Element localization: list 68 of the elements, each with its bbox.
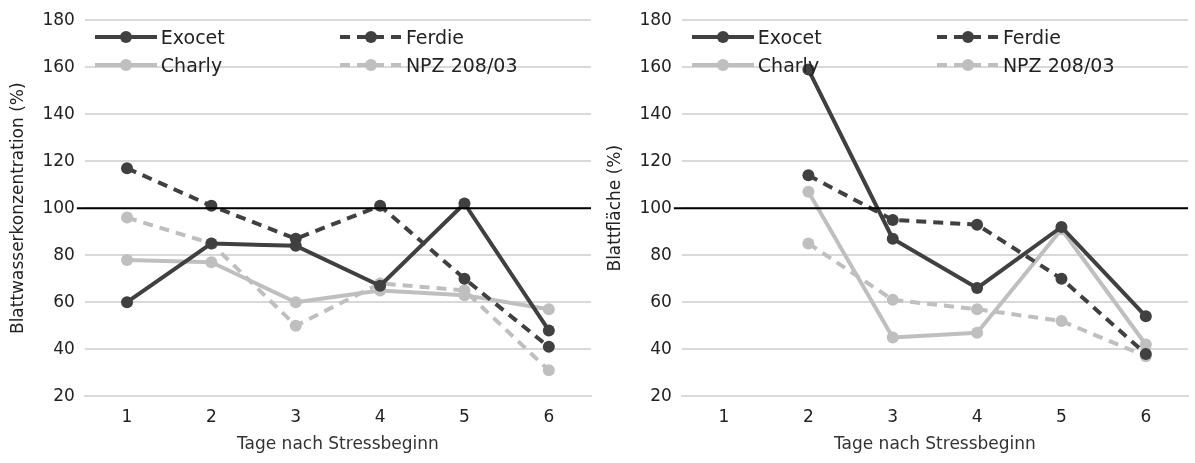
y-tick-label: 20 [650, 384, 672, 405]
legend-label: Exocet [757, 26, 822, 49]
legend-label: Charly [757, 54, 820, 77]
x-tick-label: 1 [121, 405, 133, 426]
legend-label: Ferdie [1002, 26, 1061, 49]
y-axis-title: Blattwasserkonzentration (%) [6, 82, 27, 335]
x-tick-label: 2 [802, 405, 814, 426]
x-tick-label: 3 [887, 405, 899, 426]
x-tick-label: 4 [374, 405, 386, 426]
y-tick-label: 160 [42, 55, 75, 76]
point [802, 169, 815, 182]
point [886, 232, 899, 245]
x-tick-label: 2 [205, 405, 217, 426]
x-tick-label: 3 [290, 405, 302, 426]
x-axis-title: Tage nach Stressbeginn [832, 433, 1036, 454]
y-tick-label: 120 [42, 149, 75, 170]
point [971, 218, 984, 231]
point [802, 237, 815, 250]
point [542, 340, 555, 353]
x-tick-label: 6 [1140, 405, 1152, 426]
y-tick-label: 160 [639, 55, 672, 76]
y-tick-label: 100 [639, 196, 672, 217]
x-tick-label: 1 [718, 405, 730, 426]
x-tick-label: 6 [543, 405, 555, 426]
point [886, 331, 899, 344]
x-axis-title: Tage nach Stressbeginn [235, 433, 439, 454]
legend-label: Exocet [160, 26, 225, 49]
point [542, 364, 555, 377]
point [971, 303, 984, 316]
point [542, 303, 555, 316]
point [971, 282, 984, 295]
point [886, 213, 899, 226]
point [458, 272, 471, 285]
point [1055, 272, 1068, 285]
point [1055, 315, 1068, 327]
y-tick-label: 20 [53, 384, 75, 405]
point [121, 296, 134, 309]
y-tick-label: 140 [639, 102, 672, 123]
y-tick-label: 180 [42, 8, 75, 29]
legend-label: Charly [160, 54, 223, 77]
x-tick-label: 5 [459, 405, 470, 426]
point [542, 324, 555, 337]
point [289, 296, 302, 309]
x-tick-label: 5 [1056, 405, 1067, 426]
legend-label: NPZ 208/03 [405, 54, 518, 77]
point [971, 326, 984, 339]
point [205, 256, 218, 269]
y-axis-title: Blattfläche (%) [603, 144, 624, 272]
y-tick-label: 180 [639, 8, 672, 29]
y-tick-label: 60 [53, 290, 75, 311]
y-tick-label: 40 [650, 337, 672, 358]
y-tick-label: 100 [42, 196, 75, 217]
point [121, 162, 134, 175]
y-tick-label: 80 [650, 243, 672, 264]
y-tick-label: 140 [42, 102, 75, 123]
point [289, 319, 302, 332]
legend-label: NPZ 208/03 [1002, 54, 1115, 77]
legend-label: Ferdie [405, 26, 464, 49]
y-tick-label: 60 [650, 290, 672, 311]
point [121, 211, 134, 224]
y-tick-label: 80 [53, 243, 75, 264]
x-tick-label: 4 [971, 405, 983, 426]
point [886, 293, 899, 306]
point [802, 185, 815, 198]
point [121, 253, 134, 266]
y-tick-label: 40 [53, 337, 75, 358]
point [1139, 310, 1152, 323]
y-tick-label: 120 [639, 149, 672, 170]
